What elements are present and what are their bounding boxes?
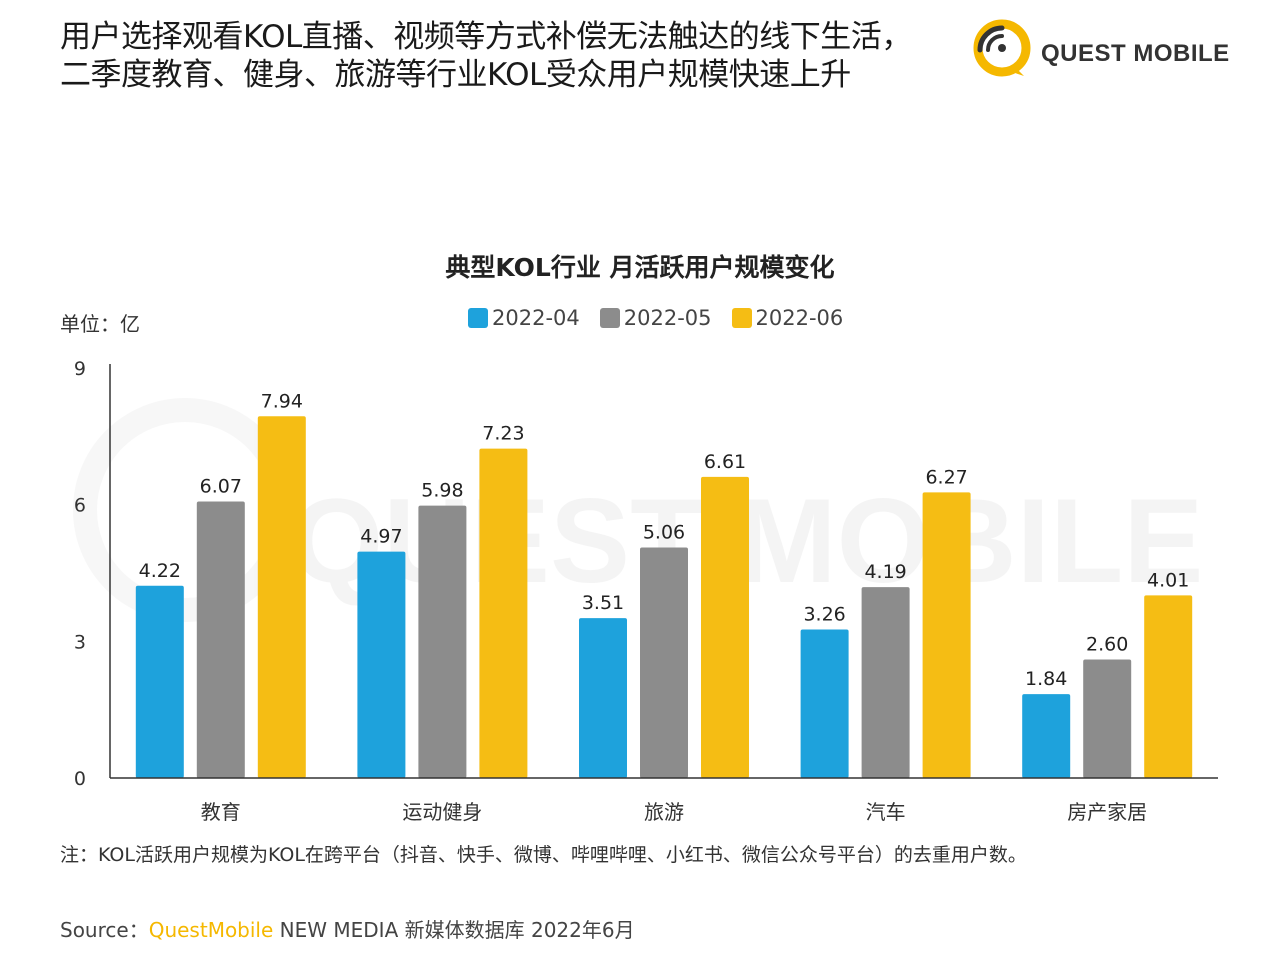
bar-2022-05-3 (861, 587, 910, 778)
bar-2022-06-0 (257, 416, 306, 778)
data-label: 4.97 (360, 526, 402, 548)
y-tick-label: 0 (74, 768, 86, 790)
legend-item-2022-06: 2022-06 (731, 306, 844, 330)
legend-label-2022-04: 2022-04 (492, 306, 580, 330)
brand-name: QUEST MOBILE (1041, 40, 1230, 67)
unit-label: 单位：亿 (60, 312, 140, 336)
bar-2022-06-2 (701, 476, 749, 778)
bar-2022-05-1 (418, 505, 467, 778)
x-category-label: 汽车 (866, 800, 906, 824)
x-category-label: 房产家居 (1067, 800, 1147, 824)
headline-line-1: 用户选择观看KOL直播、视频等方式补偿无法触达的线下生活， (60, 19, 912, 55)
x-category-label: 教育 (201, 800, 241, 824)
legend-swatch-2022-04 (468, 308, 488, 328)
data-label: 2.60 (1086, 634, 1128, 656)
legend-item-2022-05: 2022-05 (599, 306, 712, 330)
source-prefix: Source： (60, 918, 149, 942)
legend-label-2022-06: 2022-06 (755, 306, 844, 330)
bar-2022-04-1 (357, 551, 406, 778)
source-line: Source：QuestMobile NEW MEDIA 新媒体数据库 2022… (60, 914, 635, 943)
y-tick-label: 6 (74, 495, 86, 517)
bar-2022-04-0 (135, 585, 184, 778)
data-label: 5.98 (421, 480, 463, 502)
x-category-label: 旅游 (644, 800, 684, 824)
y-tick-label: 3 (74, 631, 86, 653)
brand-logo: QUEST MOBILE (966, 14, 1236, 86)
data-label: 1.84 (1025, 668, 1067, 690)
y-tick-label: 9 (74, 358, 86, 380)
data-label: 7.94 (261, 390, 303, 412)
headline-line-2: 二季度教育、健身、旅游等行业KOL受众用户规模快速上升 (60, 57, 851, 93)
data-label: 4.22 (139, 560, 181, 582)
data-label: 3.51 (582, 592, 624, 614)
legend-swatch-2022-05 (599, 308, 620, 328)
data-label: 6.07 (200, 475, 242, 497)
chart-title: 典型KOL行业 月活跃用户规模变化 (445, 253, 835, 282)
bar-2022-06-1 (479, 448, 528, 778)
bar-2022-05-0 (196, 501, 245, 778)
source-brand: QuestMobile (148, 918, 274, 942)
bar-2022-06-4 (1144, 595, 1193, 778)
data-label: 6.61 (704, 451, 746, 473)
legend-label-2022-05: 2022-05 (623, 306, 712, 330)
quest-mobile-logo-icon (973, 19, 1031, 77)
bar-2022-05-2 (640, 547, 688, 778)
headline: 用户选择观看KOL直播、视频等方式补偿无法触达的线下生活， 二季度教育、健身、旅… (60, 18, 960, 94)
legend-item-2022-04: 2022-04 (468, 306, 580, 330)
data-label: 4.01 (1147, 569, 1189, 591)
source-rest: NEW MEDIA 新媒体数据库 2022年6月 (279, 918, 635, 942)
bar-chart: QUEST MOBILE 4.226.077.944.975.987.233.5… (73, 358, 1218, 824)
data-label: 5.06 (643, 521, 685, 543)
data-label: 6.27 (925, 466, 967, 488)
bar-2022-05-4 (1083, 659, 1132, 778)
x-category-label: 运动健身 (402, 800, 482, 824)
chart-legend: 2022-04 2022-05 2022-06 (468, 306, 843, 330)
data-label: 3.26 (803, 603, 845, 625)
legend-swatch-2022-06 (731, 308, 752, 328)
bar-2022-06-3 (922, 492, 971, 778)
bar-2022-04-3 (800, 629, 849, 778)
data-label: 4.19 (864, 561, 906, 583)
bar-2022-04-4 (1022, 694, 1071, 778)
footnote: 注：KOL活跃用户规模为KOL在跨平台（抖音、快手、微博、哔哩哔哩、小红书、微信… (60, 844, 1027, 866)
bar-2022-04-2 (579, 618, 627, 778)
data-label: 7.23 (482, 423, 524, 445)
